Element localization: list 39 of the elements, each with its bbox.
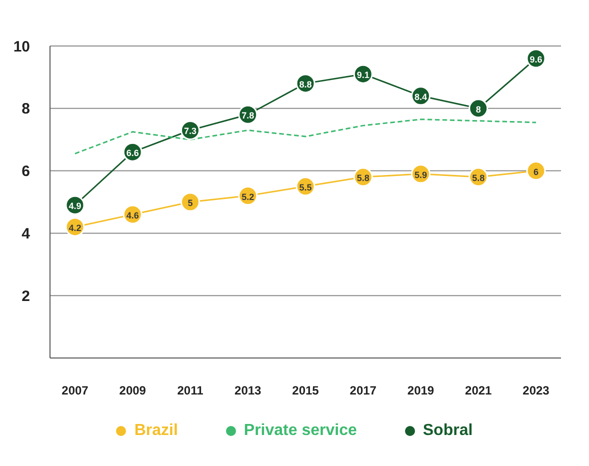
data-label: 8 bbox=[476, 104, 481, 114]
legend-label: Brazil bbox=[134, 422, 178, 440]
data-label: 8.4 bbox=[414, 92, 428, 102]
y-tick-label: 8 bbox=[22, 100, 30, 118]
x-tick-label: 2007 bbox=[62, 384, 89, 398]
data-label: 7.3 bbox=[184, 126, 197, 136]
data-label: 8.8 bbox=[299, 79, 312, 90]
data-label: 9.6 bbox=[530, 54, 542, 64]
point bbox=[526, 161, 546, 181]
data-label: 5 bbox=[188, 198, 193, 208]
data-label: 5.2 bbox=[242, 192, 254, 202]
data-label: 6 bbox=[533, 166, 539, 177]
x-tick-label: 2015 bbox=[292, 384, 320, 398]
data-label: 7.8 bbox=[242, 110, 254, 121]
y-tick-label: 10 bbox=[13, 38, 30, 56]
point bbox=[468, 98, 488, 118]
x-tick-label: 2011 bbox=[177, 384, 204, 398]
data-label: 5.5 bbox=[299, 182, 312, 192]
data-label: 4.6 bbox=[126, 210, 139, 220]
data-label: 6.6 bbox=[126, 148, 139, 158]
data-label: 5.8 bbox=[472, 173, 485, 184]
point bbox=[180, 192, 200, 212]
data-label: 4.2 bbox=[68, 222, 82, 233]
x-tick-label: 2021 bbox=[465, 384, 492, 398]
data-label: 9.1 bbox=[356, 70, 370, 80]
x-tick-label: 2023 bbox=[522, 384, 550, 398]
legend-label: Private service bbox=[244, 422, 357, 440]
y-tick-label: 4 bbox=[22, 226, 31, 243]
line-series bbox=[74, 118, 537, 154]
data-label: 4.9 bbox=[68, 201, 82, 212]
y-tick-label: 2 bbox=[22, 288, 30, 305]
x-tick-label: 2013 bbox=[234, 384, 262, 398]
data-label: 5.8 bbox=[356, 173, 370, 184]
y-tick-label: 6 bbox=[22, 163, 30, 180]
data-label: 5.9 bbox=[414, 170, 428, 180]
x-tick-label: 2009 bbox=[119, 384, 146, 398]
legend-label: Sobral bbox=[422, 422, 473, 440]
x-tick-label: 2019 bbox=[407, 384, 434, 398]
x-tick-label: 2017 bbox=[350, 384, 377, 398]
